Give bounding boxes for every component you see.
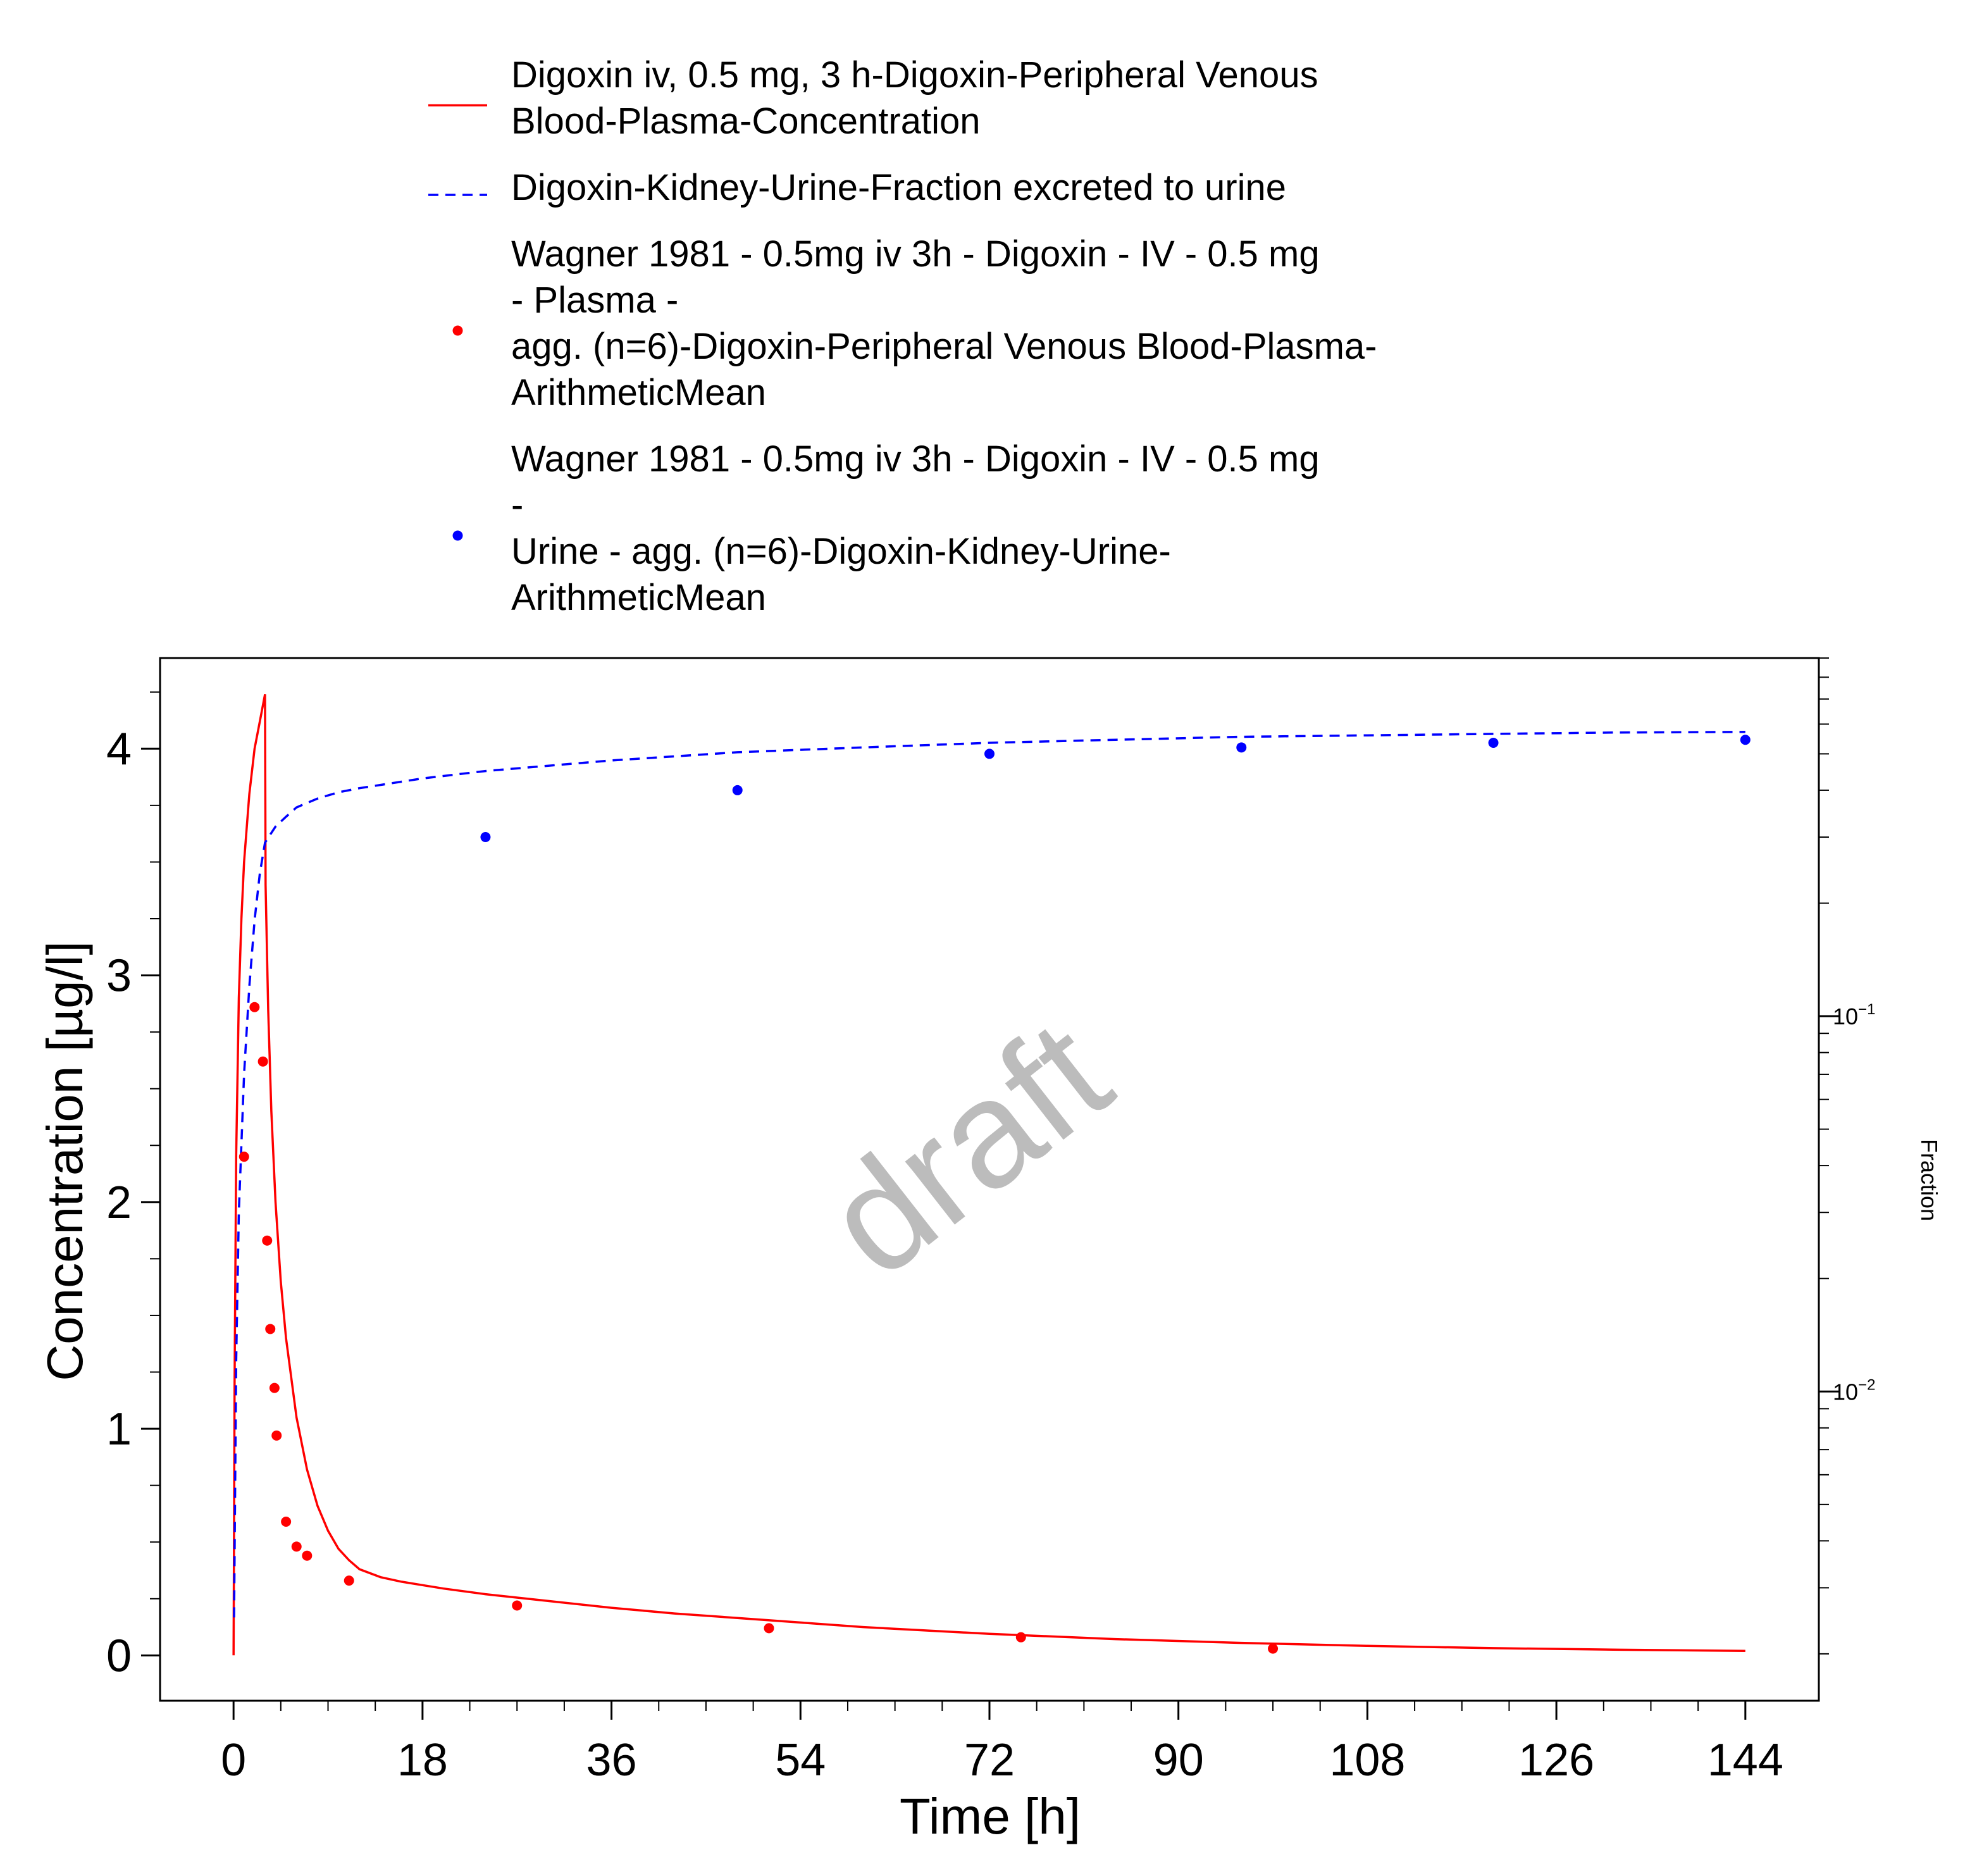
data-point-3 xyxy=(1236,742,1247,753)
legend-label-3: Urine - agg. (n=6)-Digoxin-Kidney-Urine- xyxy=(511,531,1171,572)
data-point-2 xyxy=(764,1623,774,1634)
x-tick-label: 72 xyxy=(964,1735,1015,1786)
data-point-3 xyxy=(1488,737,1499,748)
data-point-2 xyxy=(302,1550,313,1561)
watermark: draft xyxy=(795,988,1139,1308)
y-axis-title: Concentration [µg/l] xyxy=(37,941,93,1381)
legend-label-3: - xyxy=(511,485,523,526)
legend-swatch-3 xyxy=(452,530,463,541)
data-point-3 xyxy=(1740,735,1751,745)
x-tick-label: 0 xyxy=(221,1735,246,1786)
legend-label-0: Blood-Plasma-Concentration xyxy=(511,101,980,142)
data-point-2 xyxy=(271,1430,282,1441)
y-tick-label: 0 xyxy=(106,1631,132,1681)
y-axis: 0 1 2 3 4 xyxy=(106,691,160,1681)
y-tick-label: 2 xyxy=(106,1177,132,1228)
data-point-2 xyxy=(1015,1632,1026,1643)
x-tick-label: 144 xyxy=(1707,1735,1783,1786)
legend-label-1: Digoxin-Kidney-Urine-Fraction excreted t… xyxy=(511,167,1286,208)
legend-label-2: ArithmeticMean xyxy=(511,372,766,413)
x-axis: 0 18 36 54 72 90 108 126 144 xyxy=(221,1701,1783,1786)
series-line-1 xyxy=(233,731,1745,1618)
y2-axis-title: Fraction xyxy=(1916,1139,1942,1221)
y-tick-label: 1 xyxy=(106,1404,132,1455)
data-point-3 xyxy=(480,832,491,843)
x-tick-label: 36 xyxy=(586,1735,637,1786)
data-point-2 xyxy=(249,1002,260,1012)
y-tick-label: 4 xyxy=(106,724,132,774)
data-point-3 xyxy=(732,785,743,795)
x-tick-label: 18 xyxy=(397,1735,448,1786)
legend-label-2: Wagner 1981 - 0.5mg iv 3h - Digoxin - IV… xyxy=(511,233,1320,275)
y2-tick-label: 10−2 xyxy=(1833,1376,1875,1405)
y2-tick-label: 10−1 xyxy=(1833,1001,1875,1029)
x-tick-label: 108 xyxy=(1329,1735,1405,1786)
series-layer xyxy=(232,693,1751,1656)
data-point-2 xyxy=(1268,1643,1279,1654)
data-point-2 xyxy=(281,1516,292,1527)
data-point-2 xyxy=(257,1056,268,1067)
legend: Digoxin iv, 0.5 mg, 3 h-Digoxin-Peripher… xyxy=(428,54,1377,618)
x-axis-title: Time [h] xyxy=(900,1788,1081,1844)
data-point-2 xyxy=(262,1235,273,1246)
data-point-2 xyxy=(512,1600,523,1611)
data-point-2 xyxy=(265,1324,276,1334)
data-point-3 xyxy=(984,749,995,759)
legend-label-3: Wagner 1981 - 0.5mg iv 3h - Digoxin - IV… xyxy=(511,438,1320,480)
data-point-2 xyxy=(291,1541,302,1552)
data-point-2 xyxy=(344,1575,354,1586)
y2-axis: 10−1 10−2 xyxy=(1819,657,1875,1655)
x-tick-label: 54 xyxy=(775,1735,826,1786)
legend-label-2: agg. (n=6)-Digoxin-Peripheral Venous Blo… xyxy=(511,326,1377,367)
data-point-2 xyxy=(239,1152,249,1162)
x-tick-label: 90 xyxy=(1153,1735,1204,1786)
legend-label-0: Digoxin iv, 0.5 mg, 3 h-Digoxin-Peripher… xyxy=(511,54,1318,96)
x-tick-label: 126 xyxy=(1518,1735,1594,1786)
data-point-2 xyxy=(269,1382,280,1393)
legend-swatch-2 xyxy=(452,325,463,336)
legend-label-2: - Plasma - xyxy=(511,280,678,321)
series-line-0 xyxy=(232,693,1745,1656)
legend-label-3: ArithmeticMean xyxy=(511,577,766,618)
y-tick-label: 3 xyxy=(106,951,132,1002)
